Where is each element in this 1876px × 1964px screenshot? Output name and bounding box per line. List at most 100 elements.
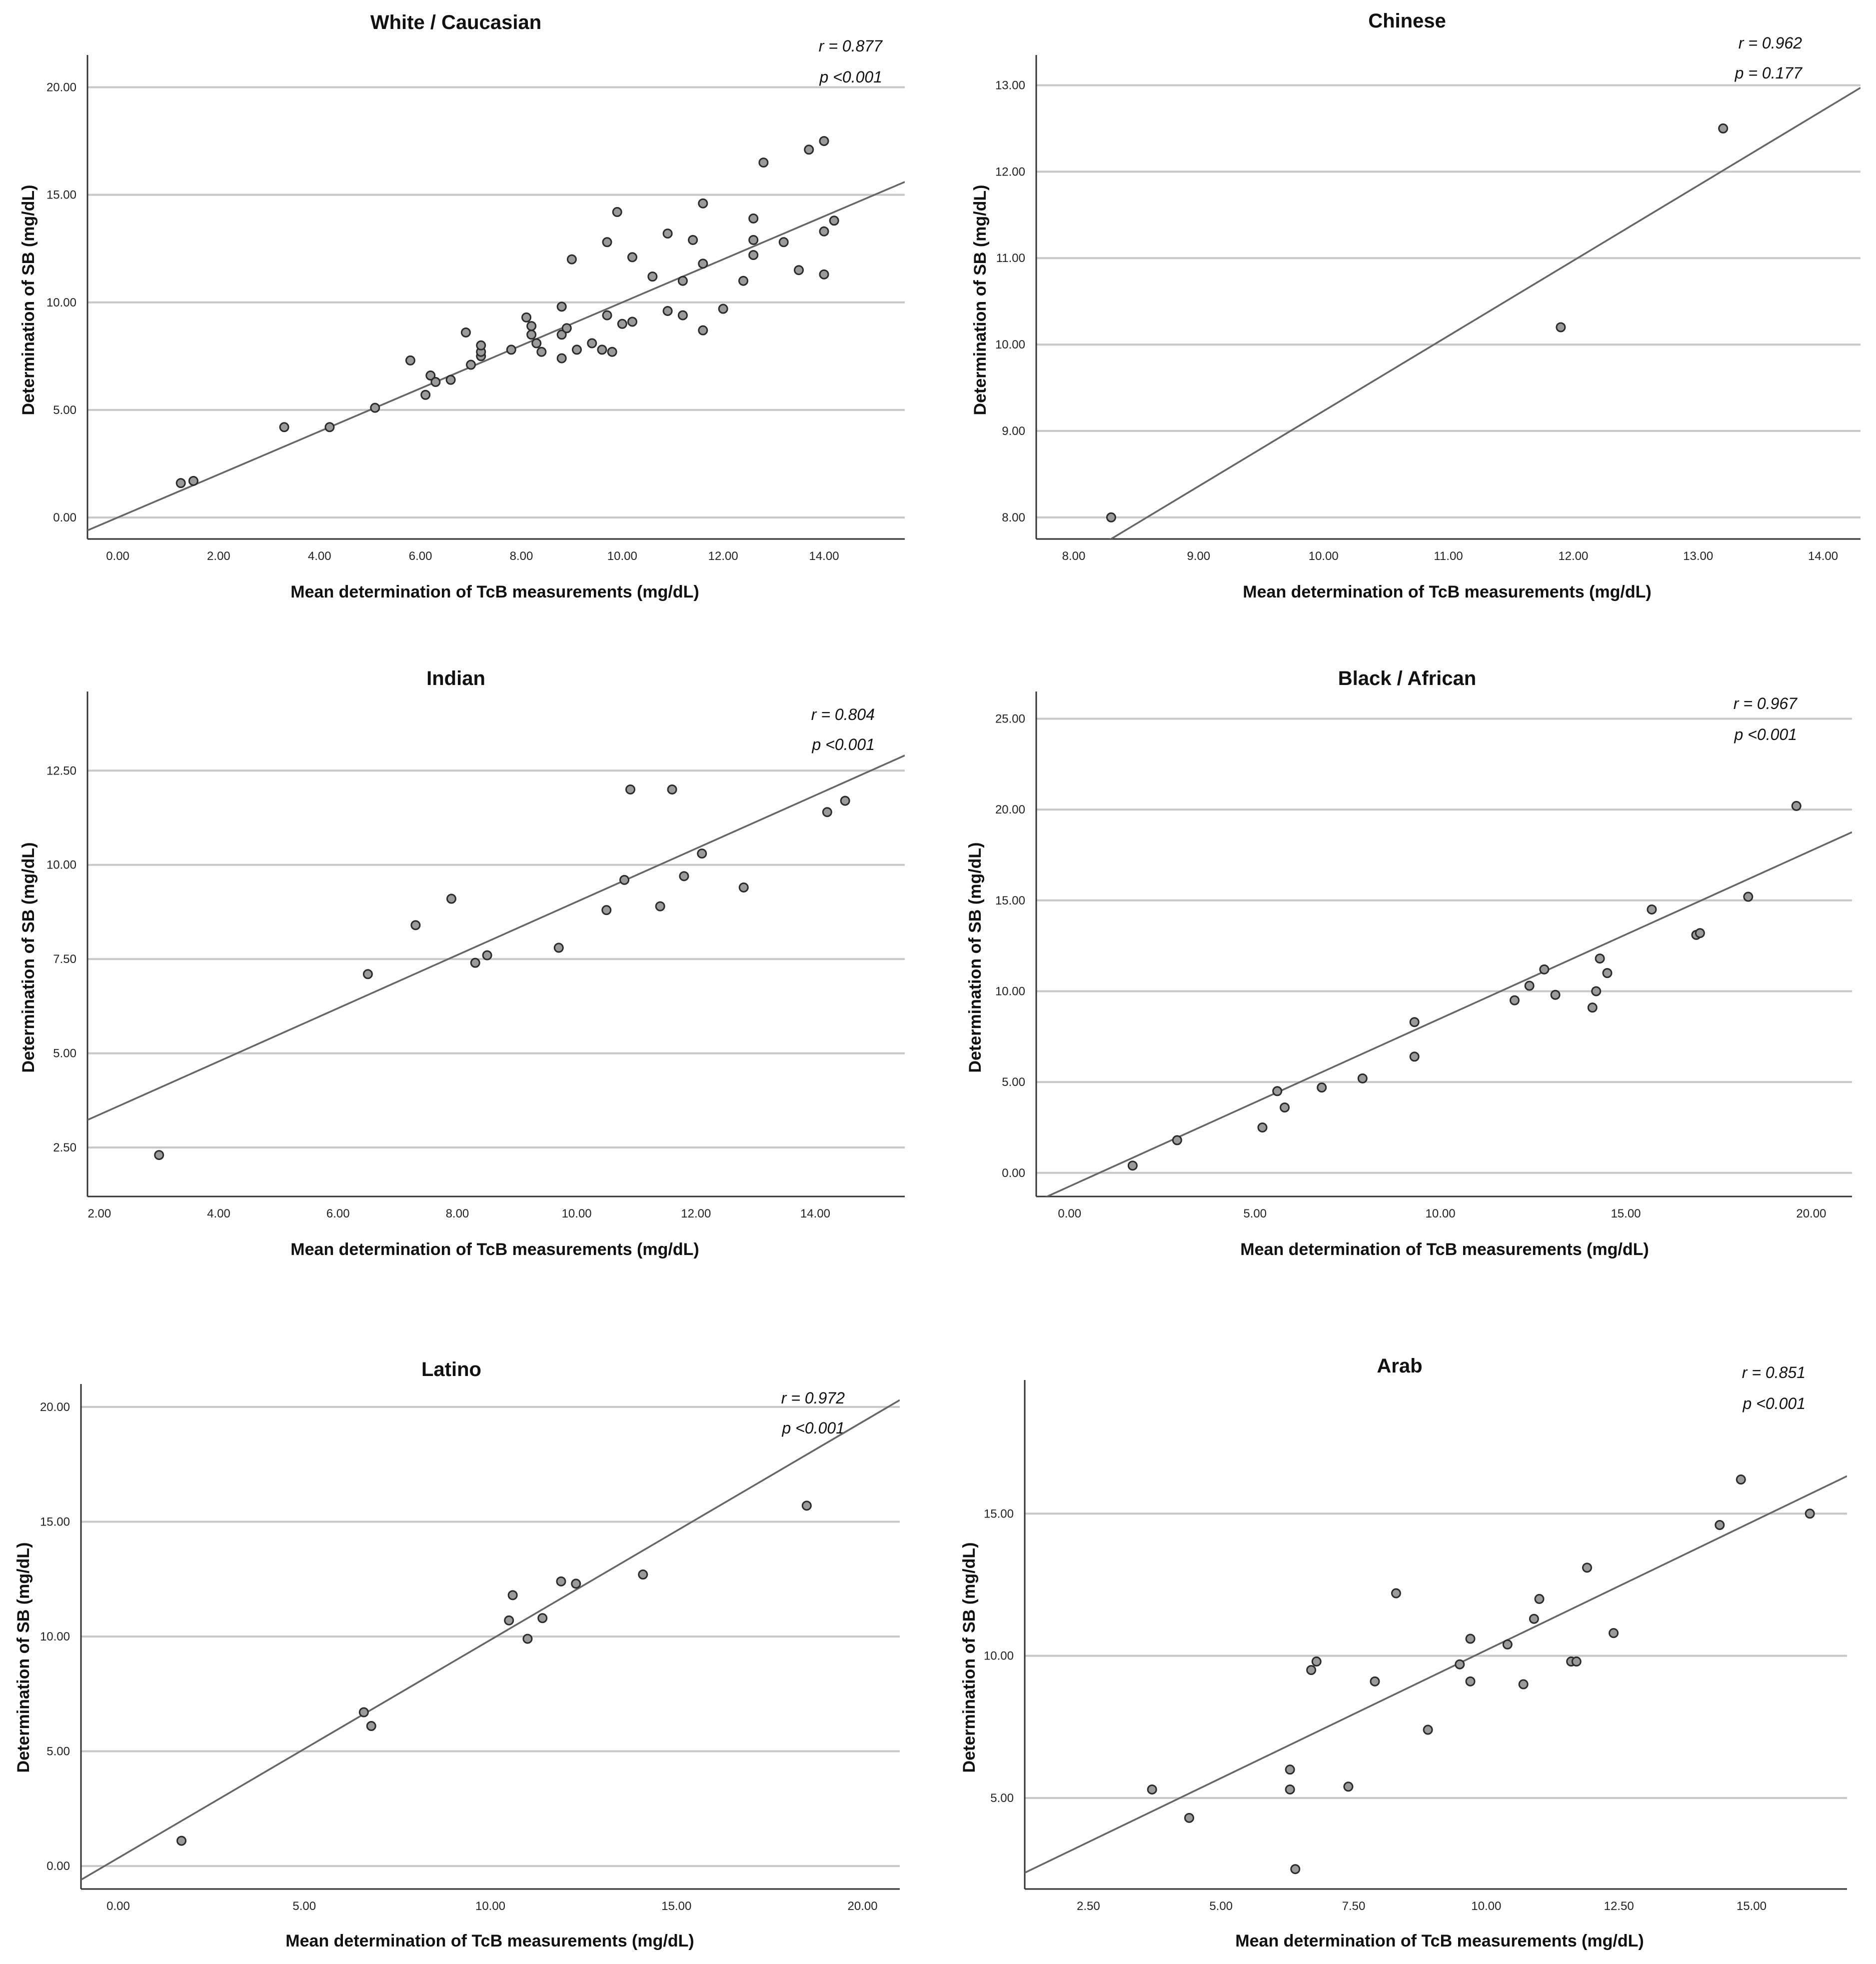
data-point (647, 272, 658, 282)
data-point (410, 920, 421, 930)
data-point (662, 228, 673, 239)
data-point (1715, 1520, 1725, 1530)
data-point (698, 258, 708, 269)
chart-panel-indian: Indian r = 0.804 p <0.001 Mean determina… (19, 668, 905, 1259)
data-point (366, 1721, 376, 1732)
y-tick-label: 15.00 (40, 1515, 70, 1528)
data-point (748, 234, 759, 245)
data-point (698, 325, 708, 336)
data-point (553, 942, 564, 953)
x-tick-label: 2.50 (1077, 1900, 1100, 1913)
data-point (531, 338, 542, 348)
y-tick-label: 11.00 (996, 252, 1025, 265)
y-tick-label: 0.00 (1002, 1166, 1025, 1180)
x-tick-label: 9.00 (1187, 550, 1210, 563)
chart-title: Arab (1377, 1355, 1422, 1377)
data-point (627, 252, 637, 262)
data-point (662, 306, 673, 316)
x-tick-label: 0.00 (106, 1900, 130, 1913)
p-value-label: p <0.001 (782, 1419, 845, 1437)
data-point (556, 302, 567, 312)
x-tick-label: 15.00 (1737, 1900, 1767, 1913)
data-point (536, 346, 547, 357)
data-point (1524, 980, 1535, 991)
x-axis-label: Mean determination of TcB measurements (… (285, 1932, 694, 1950)
data-point (1127, 1160, 1138, 1171)
data-point (698, 198, 708, 208)
data-point (1147, 1784, 1157, 1794)
y-tick-label: 15.00 (984, 1507, 1014, 1520)
x-axis-label: Mean determination of TcB measurements (… (1240, 1240, 1649, 1259)
data-point (677, 276, 688, 286)
x-tick-label: 20.00 (848, 1900, 878, 1913)
data-point (1172, 1135, 1182, 1146)
data-point (1343, 1782, 1354, 1792)
data-point (1306, 1665, 1317, 1676)
x-tick-label: 10.00 (562, 1207, 592, 1220)
data-point (597, 344, 607, 355)
y-tick-label: 12.50 (46, 764, 76, 778)
y-tick-label: 12.00 (995, 165, 1025, 178)
x-tick-label: 6.00 (409, 550, 432, 563)
p-value-label: p <0.001 (812, 736, 875, 754)
data-point (430, 376, 441, 387)
data-point (1571, 1656, 1582, 1667)
correlation-r-label: r = 0.851 (1742, 1364, 1806, 1382)
data-point (1550, 990, 1561, 1000)
x-tick-label: 2.00 (207, 550, 230, 563)
data-point (504, 1615, 514, 1626)
data-point (362, 969, 373, 980)
data-point (1465, 1676, 1476, 1686)
data-point (638, 1570, 648, 1580)
data-point (1791, 800, 1802, 811)
y-tick-label: 8.00 (1002, 511, 1025, 524)
regression-line (1109, 87, 1861, 539)
y-tick-label: 15.00 (995, 894, 1025, 908)
data-point (738, 276, 749, 286)
y-tick-label: 9.00 (1002, 424, 1025, 438)
x-tick-label: 0.00 (106, 550, 129, 563)
x-tick-label: 10.00 (1426, 1207, 1456, 1220)
y-tick-label: 0.00 (53, 511, 76, 524)
data-point (679, 871, 689, 882)
data-point (1743, 892, 1754, 902)
data-point (506, 344, 516, 355)
correlation-r-label: r = 0.962 (1739, 34, 1802, 52)
regression-line (1045, 831, 1852, 1196)
data-point (571, 344, 582, 355)
chart-panel-black-african: Black / African r = 0.967 p <0.001 Mean … (966, 668, 1852, 1259)
chart-title: Black / African (1338, 668, 1476, 690)
data-point (556, 330, 567, 340)
data-point (1582, 1562, 1592, 1573)
x-tick-label: 12.00 (708, 550, 738, 563)
data-point (556, 353, 567, 364)
p-value-label: p = 0.177 (1735, 64, 1803, 82)
y-tick-label: 5.00 (990, 1792, 1014, 1805)
x-axis-label: Mean determination of TcB measurements (… (1243, 582, 1651, 602)
x-tick-label: 14.00 (800, 1207, 830, 1220)
data-point (738, 882, 749, 892)
data-point (697, 848, 707, 859)
chart-panel-white-caucasian: White / Caucasian r = 0.877 p <0.001 Mea… (19, 12, 905, 602)
x-tick-label: 13.00 (1683, 550, 1713, 563)
x-tick-label: 10.00 (1471, 1900, 1501, 1913)
data-point (819, 269, 829, 280)
data-point (522, 1634, 533, 1644)
data-point (1805, 1508, 1815, 1519)
data-point (1370, 1676, 1380, 1686)
x-axis-label: Mean determination of TcB measurements (… (290, 1240, 699, 1259)
data-point (446, 894, 456, 904)
y-tick-label: 20.00 (46, 81, 76, 94)
data-point (625, 784, 636, 794)
data-point (612, 207, 622, 218)
correlation-r-label: r = 0.804 (811, 706, 875, 724)
data-point (1587, 1002, 1598, 1013)
correlation-r-label: r = 0.967 (1734, 694, 1798, 712)
data-point (470, 958, 480, 968)
p-value-label: p <0.001 (1743, 1394, 1806, 1412)
data-point (324, 422, 335, 432)
data-point (758, 158, 769, 168)
x-tick-label: 10.00 (1309, 550, 1339, 563)
data-point (460, 327, 471, 338)
x-tick-label: 5.00 (292, 1900, 316, 1913)
